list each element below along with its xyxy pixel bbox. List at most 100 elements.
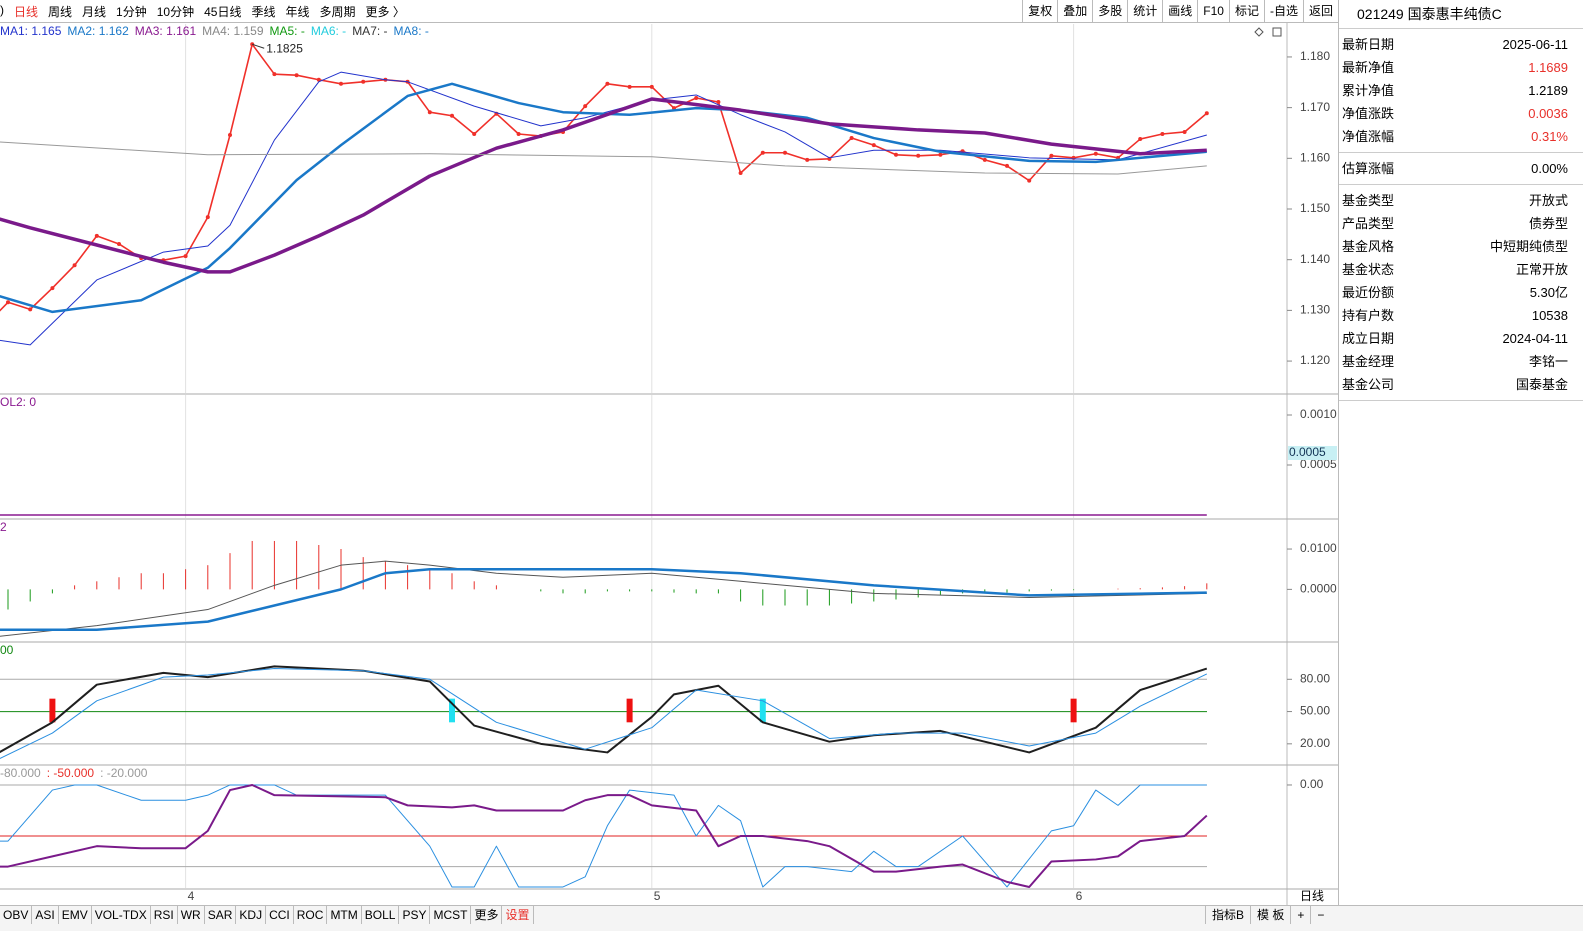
nav-point [649,84,654,89]
indicator-legend: MA2: 1.162 [67,24,129,38]
tool-button[interactable]: 标记 [1228,0,1264,22]
info-row: 基金经理 李铭一 [1339,350,1583,373]
info-label: 产品类型 [1342,216,1395,231]
tool-button[interactable]: -自选 [1263,0,1303,22]
info-label: 估算涨幅 [1342,161,1395,176]
indicator-tab[interactable]: WR [178,906,205,924]
footer-button[interactable]: + [1290,906,1310,924]
nav-point [1005,163,1009,168]
indicator-tab[interactable]: 更多 [471,906,503,924]
nav-point [316,77,321,82]
period-tab[interactable]: 多周期 [319,4,356,19]
y-tick-label: 0.0005 [1300,457,1337,471]
indicator-tab[interactable]: KDJ [236,906,267,924]
info-row: 最新净值 1.1689 [1339,56,1583,79]
signal-mark [759,698,766,723]
tool-button[interactable]: 返回 [1302,0,1338,22]
series-line [0,783,1208,888]
indicator-tab[interactable]: MTM [327,906,362,924]
x-tick-label: 4 [188,889,195,903]
footer-button[interactable]: 模 板 [1250,906,1290,924]
footer-buttons: 指标B 模 板 + − [1205,906,1330,924]
period-tab[interactable]: 更多 〉 [365,4,405,19]
nav-point [205,215,210,220]
period-tab[interactable]: 月线 [82,4,107,19]
indicator-tab[interactable]: VOL-TDX [92,906,151,924]
fund-title: 021249 国泰惠丰纯债C [1339,0,1583,29]
nav-point [760,150,765,155]
nav-point [627,84,632,89]
tool-button[interactable]: 复权 [1022,0,1057,22]
indicator-legend: MA3: 1.161 [135,24,197,38]
y-tick-label: 1.120 [1300,353,1330,367]
nav-point [916,153,921,158]
icon[interactable] [1272,27,1282,37]
nav-point [294,73,299,78]
period-tab[interactable]: 日线 [14,4,39,19]
nav-point [1093,151,1098,156]
indicator-tab[interactable]: CCI [266,906,294,924]
indicator-tab[interactable]: MCST [430,906,472,924]
indicator-tab[interactable]: OBV [0,906,33,924]
info-row: 持有户数 10538 [1339,304,1583,327]
nav-point [72,263,77,268]
indicator-tab[interactable]: ASI [32,906,59,924]
indicator-tab[interactable]: SAR [205,906,237,924]
period-tabs: ) 日线 周线 月线 1分钟 10分钟 45日线 季线 年线 多周期 更多 〉 [0,3,405,20]
footer-button[interactable]: − [1310,906,1330,924]
info-value: 中短期纯债型 [1489,239,1568,254]
nav-point [361,79,366,84]
icon[interactable] [1254,27,1264,37]
info-value: 2025-06-11 [1502,37,1568,52]
signal-mark [449,698,455,723]
period-tab[interactable]: ) [0,2,4,17]
info-value: 正常开放 [1515,262,1568,277]
nav-point [738,171,743,176]
tool-button[interactable]: 画线 [1162,0,1197,22]
indicator-tab[interactable]: EMV [59,906,92,924]
indicator-tab[interactable]: ROC [294,906,328,924]
nav-point [1160,131,1165,136]
footer-button[interactable]: 指标B [1205,906,1250,924]
series-line [0,97,1207,274]
toolbar: ) 日线 周线 月线 1分钟 10分钟 45日线 季线 年线 多周期 更多 〉 复权 叠加 多股 统计 画线 F… [0,0,1338,23]
info-group: 估算涨幅 0.00% [1339,153,1583,185]
indicator-tab[interactable]: PSY [399,906,431,924]
nav-point [716,100,721,105]
y-tick-label: 1.160 [1300,150,1330,164]
indicator-legend: : -50.000 [47,766,95,780]
indicator-legend: MA4: 1.159 [202,24,264,38]
tool-button[interactable]: F10 [1197,0,1229,22]
nav-point [849,136,854,141]
series-line [0,82,1207,314]
tool-button[interactable]: 统计 [1127,0,1162,22]
period-tab[interactable]: 45日线 [204,4,242,19]
nav-point [228,133,232,138]
nav-point [871,143,876,148]
info-row: 基金公司 国泰基金 [1339,373,1583,396]
tool-button[interactable]: 多股 [1092,0,1127,22]
info-label: 基金经理 [1342,354,1395,369]
info-label: 成立日期 [1342,331,1395,346]
nav-point [339,81,343,86]
nav-point [605,81,610,86]
period-tab[interactable]: 10分钟 [156,4,195,19]
indicator-tabs: OBV ASI EMV VOL-TDX RSI WR SAR KDJ CCI ROC MTM BOLL… [0,906,1583,924]
indicator-legend: MA7: - [352,24,387,38]
info-label: 基金风格 [1342,239,1395,254]
period-tab[interactable]: 周线 [48,4,73,19]
y-tick-label: 1.150 [1300,201,1330,215]
indicator-tab[interactable]: 设置 [502,906,534,924]
indicator-tab[interactable]: BOLL [362,906,400,924]
info-row: 基金状态 正常开放 [1339,258,1583,281]
tool-button[interactable]: 叠加 [1057,0,1092,22]
period-tab[interactable]: 季线 [251,4,276,19]
info-row: 产品类型 债券型 [1339,212,1583,235]
period-tab[interactable]: 年线 [285,4,310,19]
indicator-tab[interactable]: RSI [151,906,178,924]
y-tick-label: 0.0000 [1300,582,1337,596]
y-tick-label: 0.00 [1300,777,1324,791]
period-tab[interactable]: 1分钟 [116,4,147,19]
nav-point [694,96,699,101]
